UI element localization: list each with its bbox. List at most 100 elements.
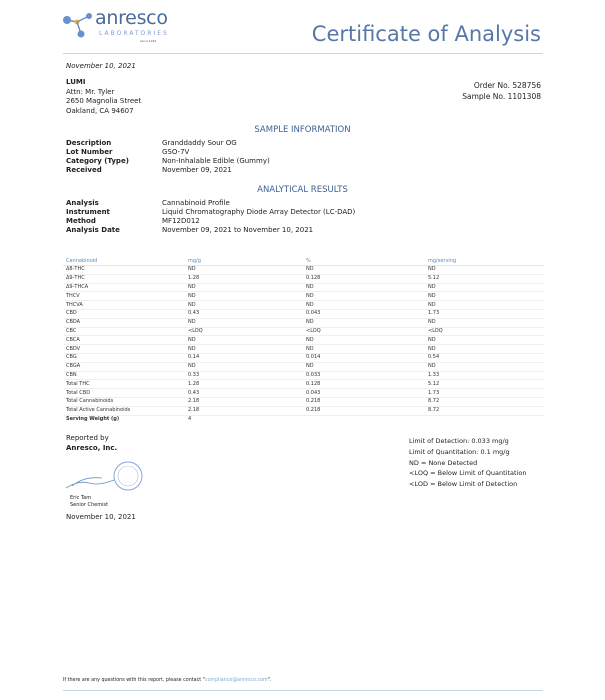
field-label: Analysis Date [66, 226, 120, 234]
cell-value: ND [188, 362, 306, 372]
legend-item: ND = None Detected [409, 458, 478, 467]
table-row: Δ9-THCA ND ND ND [63, 283, 544, 293]
cannabinoid-name: Δ8-THC [63, 265, 188, 275]
analytical-heading: ANALYTICAL RESULTS [257, 185, 348, 195]
sample-number: Sample No. 1101308 [462, 92, 541, 101]
reporting-company: Anresco, Inc. [66, 443, 118, 452]
cell-value: ND [188, 300, 306, 310]
cannabinoid-name: THCVA [63, 300, 188, 310]
limits-legend: Limit of Detection: 0.033 mg/g Limit of Q… [409, 436, 526, 490]
results-table: Cannabinoid mg/g% mg/serving Δ8-THC ND ND ND Δ… [63, 257, 544, 423]
cannabinoid-name: Total Cannabinoids [63, 397, 188, 407]
cannabinoid-name: CBDV [63, 344, 188, 354]
footer-text: If there are any questions with this rep… [63, 678, 205, 683]
cell-value: 1.33 [428, 371, 544, 381]
cell-value: 8.72 [428, 406, 544, 416]
cell-value: ND [188, 265, 306, 275]
field-label: Analysis [66, 199, 99, 207]
cannabinoid-name: CBG [63, 353, 188, 363]
cell-value: ND [428, 283, 544, 293]
table-row: CBC <LOQ <LOQ <LOQ [63, 327, 544, 337]
field-value: Granddaddy Sour OG [162, 139, 237, 147]
logo-name: anresco [95, 7, 168, 29]
table-row: CBDA ND ND ND [63, 318, 544, 328]
cannabinoid-name: CBD [63, 309, 188, 319]
cell-value: 0.128 [306, 379, 428, 390]
cell-value: ND [428, 318, 544, 328]
field-value: November 09, 2021 to November 10, 2021 [162, 226, 314, 234]
cell-value: 5.12 [428, 274, 544, 284]
field-label: Lot Number [66, 148, 113, 156]
footer-text-end: ". [267, 678, 272, 683]
column-header: % [306, 257, 428, 266]
signer-name: Eric Tam [70, 495, 92, 501]
cell-value: ND [428, 300, 544, 310]
document-title: Certificate of Analysis [311, 22, 541, 46]
cell-value: ND [306, 318, 428, 328]
table-row: Δ9-THC 1.28 0.128 5.12 [63, 274, 544, 284]
footer-note: If there are any questions with this rep… [63, 677, 271, 684]
column-header: mg/serving [428, 257, 544, 266]
cell-value: ND [188, 291, 306, 302]
cannabinoid-name: CBN [63, 371, 188, 381]
cell-value: ND [188, 335, 306, 346]
field-label: Method [66, 217, 96, 225]
anresco-logo-icon [63, 13, 92, 38]
cell-value: ND [188, 283, 306, 293]
logo-subtitle: LABORATORIES [99, 30, 169, 37]
cannabinoid-name: Δ9-THCA [63, 283, 188, 293]
table-row: THCV ND ND ND [63, 291, 544, 302]
signature-stamp-icon [65, 461, 143, 491]
cannabinoid-name: CBGA [63, 362, 188, 372]
table-row: Total Cannabinoids 2.18 0.218 8.72 [63, 397, 544, 407]
cell-value: 1.73 [428, 309, 544, 319]
legend-item: Limit of Detection: 0.033 mg/g [409, 437, 509, 445]
serving-weight-row: Serving Weight (g) 4 [63, 415, 544, 423]
field-value: GSO-7V [162, 148, 190, 156]
serving-weight-value: 4 [188, 415, 192, 422]
cell-value: 0.043 [306, 309, 428, 319]
cell-value: 1.28 [188, 379, 306, 390]
table-row: THCVA ND ND ND [63, 300, 544, 310]
cannabinoid-name: Total CBD [63, 388, 188, 398]
field-label: Category (Type) [66, 157, 129, 165]
cell-value: 0.54 [428, 353, 544, 363]
cell-value: ND [306, 335, 428, 346]
cell-value: ND [306, 291, 428, 302]
cell-value: 0.128 [306, 274, 428, 284]
cell-value: ND [306, 300, 428, 310]
cell-value: 5.12 [428, 379, 544, 390]
client-city: Oakland, CA 94607 [66, 106, 134, 115]
cell-value: 0.033 [306, 371, 428, 381]
legend-item: <LOQ = Below Limit of Quantitation [409, 469, 527, 478]
table-row: CBDV ND ND ND [63, 344, 544, 354]
cell-value: ND [188, 344, 306, 354]
column-header: mg/g [188, 257, 306, 266]
signed-date: November 10, 2021 [66, 513, 136, 521]
field-value: Non-Inhalable Edible (Gummy) [162, 157, 270, 165]
signer-title: Senior Chemist [70, 502, 109, 508]
cell-value: ND [306, 283, 428, 293]
field-value: November 09, 2021 [162, 166, 232, 174]
cell-value: ND [306, 265, 428, 275]
client-address: LUMI Attn: Mr. Tyler 2650 Magnolia Stree… [66, 78, 141, 116]
cell-value: 8.72 [428, 397, 544, 407]
table-row: Δ8-THC ND ND ND [63, 265, 544, 275]
cell-value: 0.043 [306, 388, 428, 398]
table-row: CBG 0.14 0.014 0.54 [63, 353, 544, 363]
client-attn: Attn: Mr. Tyler [66, 87, 115, 96]
cell-value: 0.33 [188, 371, 306, 381]
report-date: November 10, 2021 [66, 62, 136, 70]
logo-since: since 1942 [140, 39, 157, 43]
cell-value: 2.18 [188, 406, 306, 416]
cell-value: ND [428, 265, 544, 275]
cell-value: ND [428, 362, 544, 372]
compliance-email-link[interactable]: compliance@anresco.com [204, 678, 268, 683]
cannabinoid-name: CBCA [63, 335, 188, 346]
field-value: MF12D012 [162, 217, 200, 225]
table-row: Total CBD 0.43 0.043 1.73 [63, 388, 544, 398]
cell-value: 0.43 [188, 388, 306, 398]
cell-value: ND [306, 362, 428, 372]
column-header: Cannabinoid [63, 257, 188, 266]
